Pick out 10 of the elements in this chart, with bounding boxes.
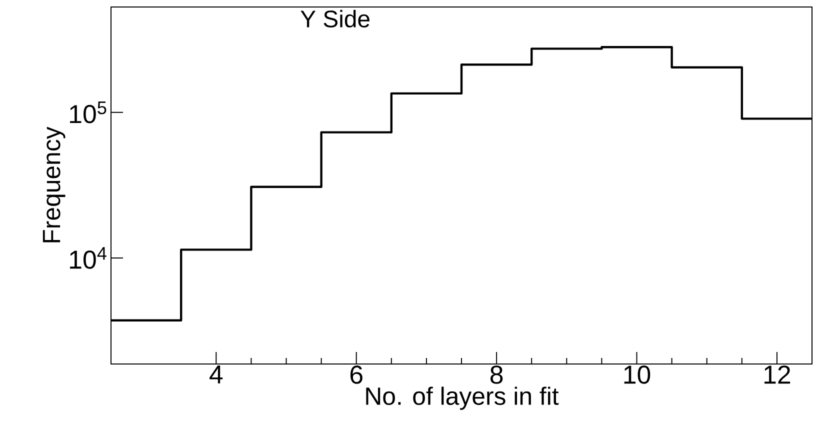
chart-title: Y Side bbox=[300, 10, 370, 28]
x-axis-title: No. of layers in fit bbox=[366, 386, 559, 410]
x-tick-label: 6 bbox=[350, 366, 362, 384]
x-tick-label: 10 bbox=[624, 366, 650, 384]
x-tick-label: 12 bbox=[764, 366, 790, 384]
y-tick-label: 10$^{4}$ bbox=[70, 247, 106, 269]
y-axis-title: Frequency bbox=[42, 126, 66, 242]
x-tick-label: 8 bbox=[490, 366, 503, 384]
y-tick-label: 10$^{5}$ bbox=[70, 102, 106, 124]
x-tick-label: 4 bbox=[210, 366, 223, 384]
